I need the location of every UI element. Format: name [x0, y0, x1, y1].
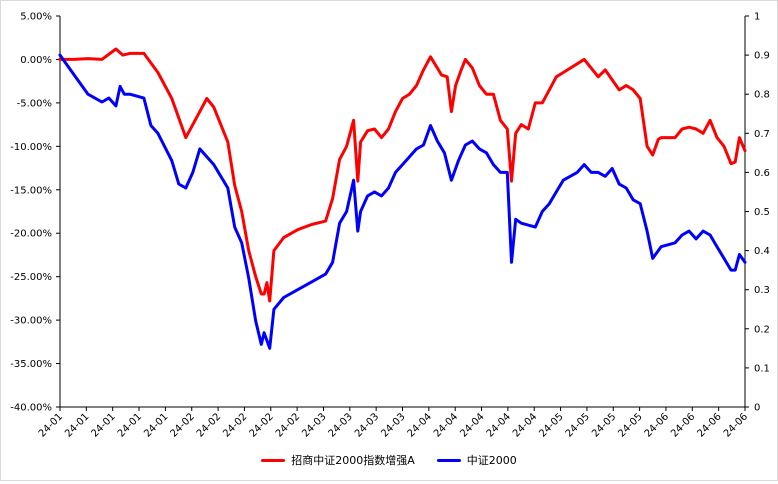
legend-swatch-blue	[436, 458, 461, 462]
y-right-tick-label: 0.5	[754, 207, 770, 218]
x-tick-label: 24-06	[722, 411, 750, 439]
x-tick-label: 24-02	[169, 411, 197, 439]
legend-label-index: 中证2000	[466, 454, 517, 467]
x-tick-label: 24-01	[142, 411, 170, 439]
axes	[56, 15, 749, 411]
legend-swatch-red	[261, 458, 286, 462]
y-right-tick-label: 0.8	[754, 90, 770, 101]
y-right-tick-label: 0	[754, 403, 760, 414]
x-tick-label: 24-01	[37, 411, 65, 439]
y-right-tick-label: 0.6	[754, 168, 770, 179]
legend: 招商中证2000指数增强A 中证2000	[0, 452, 778, 468]
x-tick-label: 24-06	[669, 411, 697, 439]
legend-item-index: 中证2000	[436, 452, 517, 468]
x-tick-label: 24-05	[537, 411, 565, 439]
x-tick-label: 24-05	[564, 411, 592, 439]
x-tick-label: 24-05	[616, 411, 644, 439]
series-line-index	[58, 53, 747, 350]
y-right-tick-label: 1	[754, 12, 760, 23]
y-left-tick-label: -15.00%	[10, 185, 52, 196]
x-tick-label: 24-03	[327, 411, 355, 439]
y-right-tick-label: 0.2	[754, 324, 770, 335]
x-tick-label: 24-04	[432, 411, 460, 439]
y-left-tick-label: -5.00%	[17, 98, 52, 109]
y-left-tick-label: 0.00%	[20, 55, 52, 66]
y-left-tick-label: -40.00%	[10, 403, 52, 414]
x-tick-label: 24-06	[643, 411, 671, 439]
y-right-tick-label: 0.7	[754, 129, 770, 140]
tick-labels: 5.00% 0.00% -5.00% -10.00% -15.00% -20.00% -25…	[10, 12, 770, 440]
x-tick-label: 24-02	[248, 411, 276, 439]
y-right-tick-label: 0.9	[754, 51, 770, 62]
x-tick-label: 24-01	[89, 411, 117, 439]
legend-item-fund: 招商中证2000指数增强A	[261, 452, 415, 468]
x-tick-label: 24-01	[116, 411, 144, 439]
x-tick-label: 24-03	[300, 411, 328, 439]
x-tick-label: 24-04	[458, 411, 486, 439]
y-left-tick-label: -30.00%	[10, 316, 52, 327]
x-tick-label: 24-02	[274, 411, 302, 439]
x-tick-label: 24-03	[353, 411, 381, 439]
y-left-tick-label: -25.00%	[10, 272, 52, 283]
y-right-tick-label: 0.3	[754, 285, 770, 296]
x-tick-label: 24-02	[221, 411, 249, 439]
y-left-tick-label: -10.00%	[10, 142, 52, 153]
x-tick-label: 24-05	[590, 411, 618, 439]
y-right-tick-label: 0.1	[754, 363, 770, 374]
x-tick-label: 24-03	[379, 411, 407, 439]
x-tick-label: 24-06	[695, 411, 723, 439]
x-tick-label: 24-04	[406, 411, 434, 439]
x-tick-label: 24-02	[195, 411, 223, 439]
y-left-tick-label: 5.00%	[20, 12, 52, 23]
x-tick-label: 24-04	[485, 411, 513, 439]
y-left-tick-label: -35.00%	[10, 359, 52, 370]
y-right-tick-label: 0.4	[754, 246, 770, 257]
y-left-tick-label: -20.00%	[10, 229, 52, 240]
series-lines	[58, 47, 747, 350]
series-line-fund	[58, 47, 747, 303]
legend-label-fund: 招商中证2000指数增强A	[291, 454, 415, 467]
x-tick-label: 24-01	[63, 411, 91, 439]
x-tick-label: 24-04	[511, 411, 539, 439]
